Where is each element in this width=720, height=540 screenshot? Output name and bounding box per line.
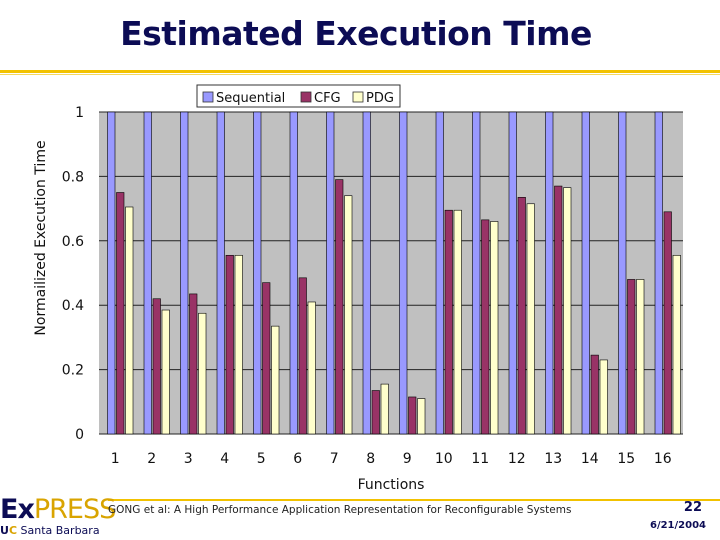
bar-cfg-7 — [335, 179, 344, 435]
x-tick-label: 15 — [617, 451, 635, 467]
bar-sequential-7 — [326, 111, 335, 435]
bar-pdg-5 — [271, 325, 280, 435]
x-tick-label: 4 — [220, 451, 229, 467]
bar-sequential-15 — [618, 111, 627, 435]
x-tick-label: 12 — [508, 451, 526, 467]
page-number: 22 — [683, 500, 702, 515]
bar-cfg-10 — [444, 209, 453, 435]
legend-swatch-pdg — [352, 91, 364, 103]
bar-pdg-9 — [417, 398, 426, 435]
x-tick-label: 13 — [544, 451, 562, 467]
bar-pdg-8 — [380, 383, 389, 435]
express-logo: ExPRESS — [0, 494, 116, 525]
bar-sequential-12 — [508, 111, 517, 435]
bar-sequential-2 — [143, 111, 152, 435]
y-tick-label: 0 — [75, 427, 84, 443]
bar-cfg-9 — [408, 396, 417, 435]
bar-cfg-13 — [554, 185, 563, 435]
bar-cfg-6 — [298, 277, 307, 435]
bar-cfg-11 — [481, 219, 490, 435]
bar-sequential-13 — [545, 111, 554, 435]
y-tick-label: 0.4 — [62, 298, 84, 314]
bar-cfg-3 — [189, 293, 198, 435]
x-tick-label: 7 — [330, 451, 339, 467]
x-tick-label: 6 — [293, 451, 302, 467]
bar-pdg-13 — [563, 187, 572, 435]
y-tick-label: 0.2 — [62, 363, 84, 379]
x-tick-label: 3 — [184, 451, 193, 467]
y-tick-label: 1 — [75, 105, 84, 121]
bar-cfg-4 — [225, 254, 234, 435]
legend-box — [196, 84, 401, 108]
bar-pdg-10 — [453, 209, 462, 435]
bar-cfg-12 — [517, 197, 526, 435]
bar-pdg-6 — [307, 301, 316, 435]
x-tick-label: 11 — [471, 451, 489, 467]
bar-sequential-4 — [216, 111, 225, 435]
footer-citation: GONG et al: A High Performance Applicati… — [108, 504, 572, 516]
slide-title: Estimated Execution Time — [120, 14, 592, 53]
y-tick-label: 0.8 — [62, 169, 84, 185]
bar-pdg-1 — [125, 206, 134, 435]
x-tick-label: 8 — [366, 451, 375, 467]
bar-sequential-1 — [107, 111, 116, 435]
bar-pdg-15 — [636, 279, 645, 435]
bar-pdg-4 — [234, 254, 243, 435]
bar-pdg-11 — [490, 221, 499, 435]
legend-swatch-sequential — [202, 91, 214, 103]
bar-sequential-3 — [180, 111, 189, 435]
legend-label-pdg: PDG — [366, 91, 394, 106]
x-tick-label: 16 — [654, 451, 672, 467]
bar-sequential-16 — [654, 111, 663, 435]
bar-cfg-2 — [152, 298, 161, 435]
bar-pdg-12 — [526, 203, 535, 435]
legend-swatch-cfg — [300, 91, 312, 103]
slide-date: 6/21/2004 — [649, 520, 706, 531]
bar-sequential-14 — [581, 111, 590, 435]
footer-divider — [108, 499, 720, 501]
bar-pdg-7 — [344, 195, 353, 435]
title-divider-thin — [0, 74, 720, 75]
x-tick-label: 2 — [147, 451, 156, 467]
x-tick-label: 5 — [257, 451, 266, 467]
x-tick-label: 14 — [581, 451, 599, 467]
x-axis-label: Functions — [358, 477, 425, 493]
x-tick-label: 9 — [403, 451, 412, 467]
legend: Sequential CFG PDG — [196, 84, 401, 108]
legend-label-cfg: CFG — [314, 91, 341, 106]
bar-cfg-15 — [627, 279, 636, 435]
bar-pdg-14 — [599, 359, 608, 435]
bar-pdg-2 — [161, 309, 170, 435]
bar-pdg-16 — [672, 254, 681, 435]
bar-cfg-14 — [590, 354, 599, 435]
bar-sequential-6 — [289, 111, 298, 435]
bar-pdg-3 — [198, 312, 207, 435]
bar-sequential-8 — [362, 111, 371, 435]
y-axis-label: Normailized Execution Time — [33, 140, 49, 335]
legend-label-sequential: Sequential — [216, 91, 285, 106]
bar-sequential-10 — [435, 111, 444, 435]
ucsb-logo: UC Santa Barbara — [0, 524, 100, 537]
x-tick-label: 10 — [435, 451, 453, 467]
bar-sequential-11 — [472, 111, 481, 435]
bar-sequential-9 — [399, 111, 408, 435]
bar-sequential-5 — [253, 111, 262, 435]
x-tick-label: 1 — [111, 451, 120, 467]
y-tick-label: 0.6 — [62, 234, 84, 250]
bar-cfg-5 — [262, 282, 271, 435]
bar-cfg-16 — [663, 211, 672, 435]
bar-cfg-8 — [371, 390, 380, 435]
bar-cfg-1 — [116, 192, 125, 435]
title-divider — [0, 70, 720, 73]
